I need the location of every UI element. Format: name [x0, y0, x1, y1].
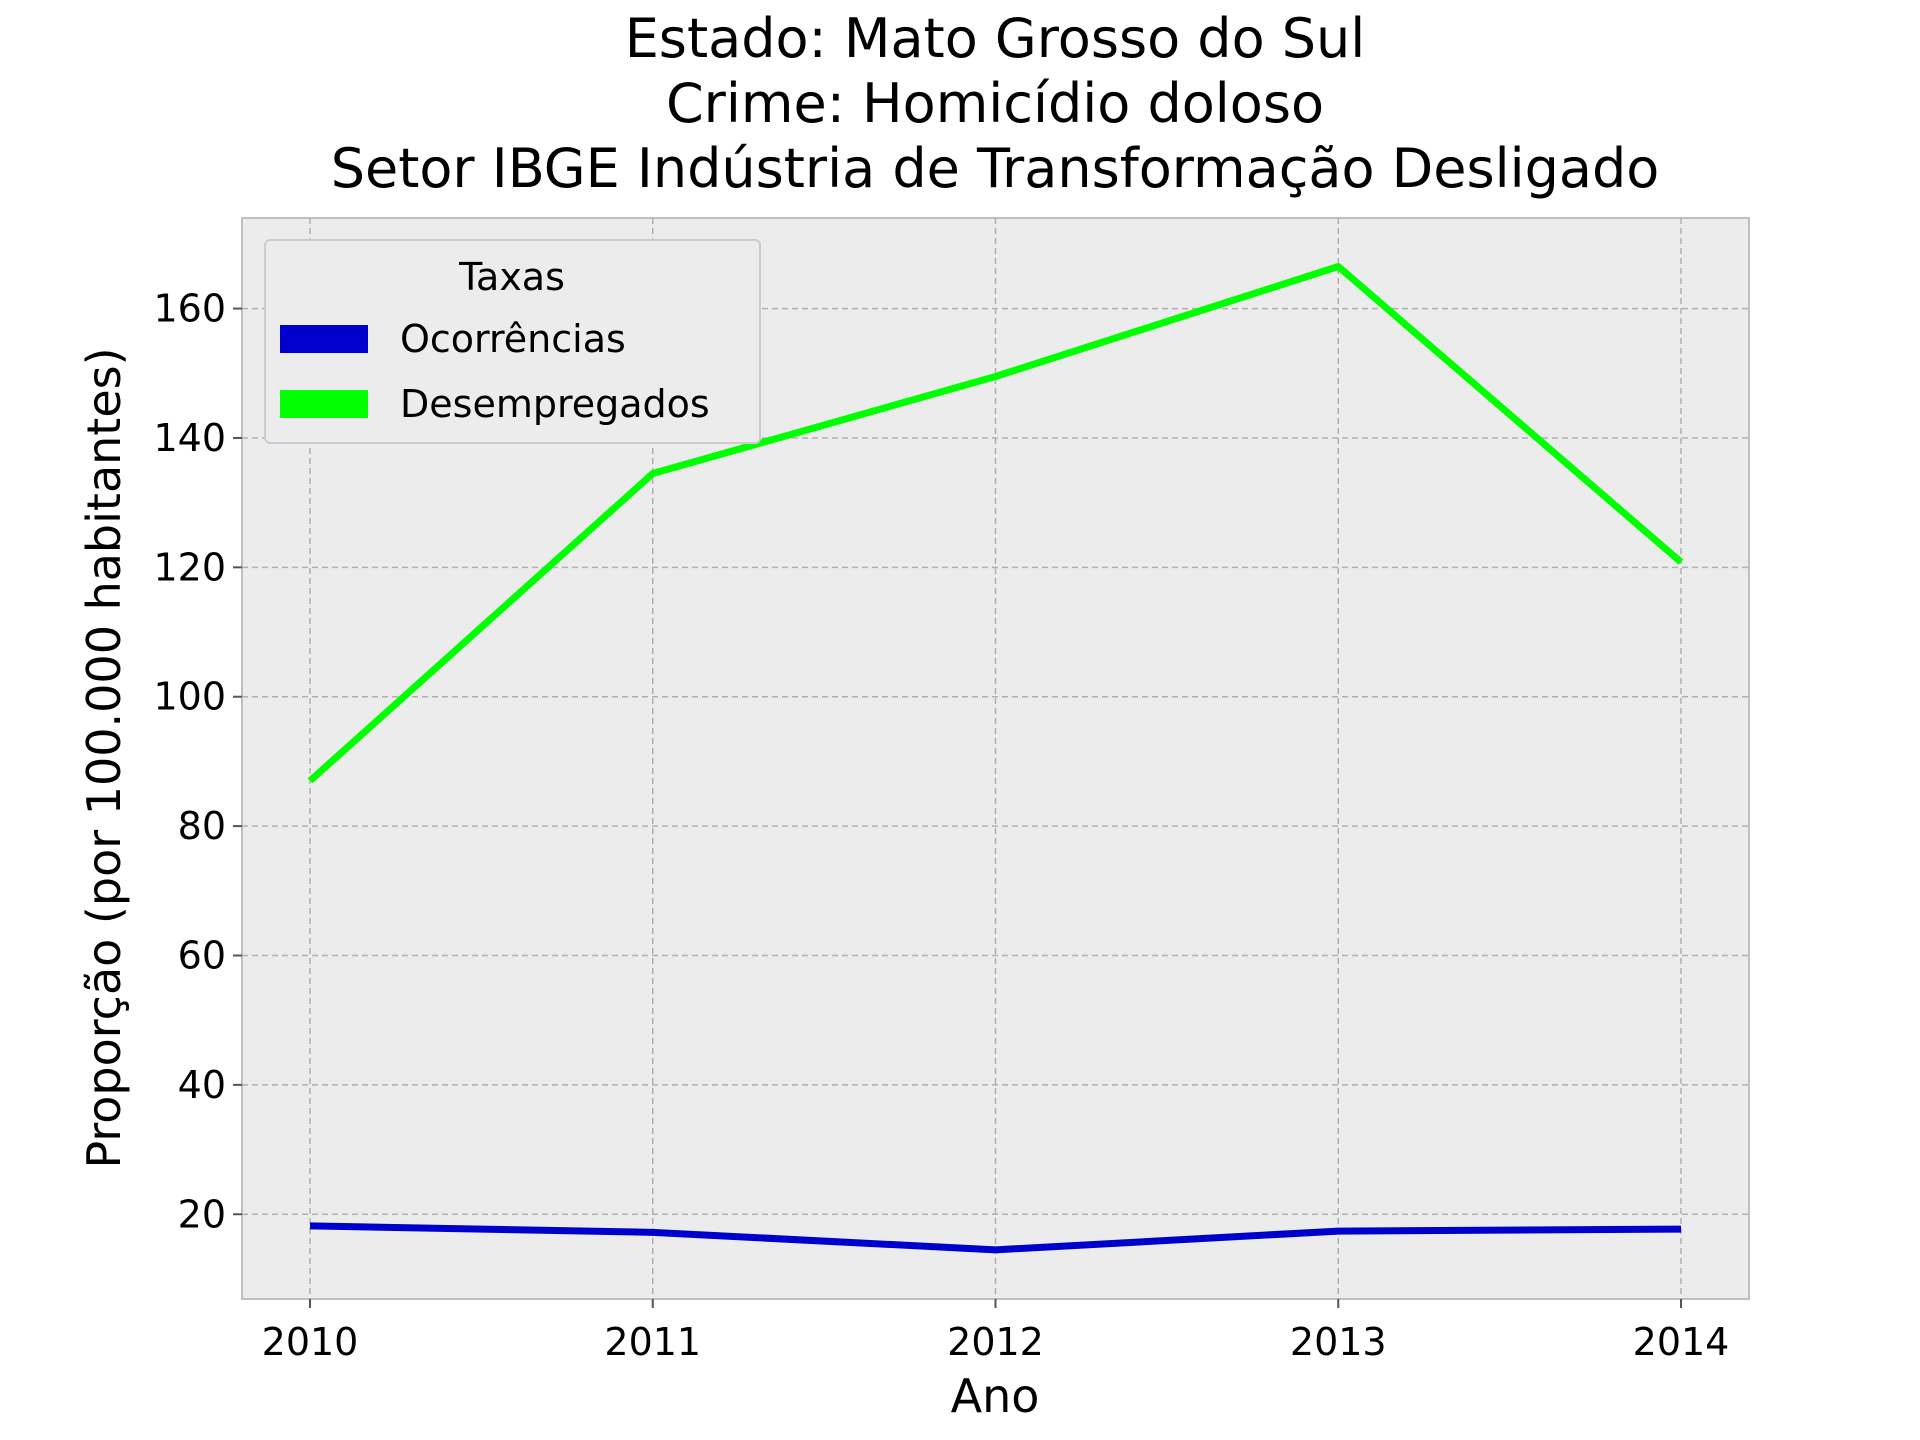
- x-tick-label: 2011: [604, 1320, 701, 1364]
- y-tick-label: 120: [153, 545, 226, 589]
- legend-swatch-ocorrencias: [280, 325, 368, 353]
- y-tick-label: 100: [153, 675, 226, 719]
- x-tick-label: 2014: [1633, 1320, 1730, 1364]
- legend-label-desempregados: Desempregados: [400, 382, 710, 426]
- y-axis-ticks: 20 40 60 80 100 120 140 160: [153, 287, 242, 1236]
- chart-title: Estado: Mato Grosso do Sul Crime: Homicí…: [331, 7, 1660, 200]
- legend-title: Taxas: [458, 255, 565, 299]
- x-tick-label: 2013: [1290, 1320, 1387, 1364]
- y-axis-label: Proporção (por 100.000 habitantes): [77, 347, 131, 1168]
- legend-swatch-desempregados: [280, 390, 368, 418]
- x-tick-label: 2010: [262, 1320, 359, 1364]
- title-line-2: Crime: Homicídio doloso: [666, 72, 1324, 135]
- y-tick-label: 60: [178, 933, 226, 977]
- y-tick-label: 40: [178, 1063, 226, 1107]
- x-tick-label: 2012: [947, 1320, 1044, 1364]
- legend: Taxas Ocorrências Desempregados: [264, 239, 761, 444]
- y-tick-label: 140: [153, 416, 226, 460]
- title-line-3: Setor IBGE Indústria de Transformação De…: [331, 137, 1660, 200]
- series-lines: [307, 263, 1684, 1254]
- legend-label-ocorrencias: Ocorrências: [400, 317, 626, 361]
- title-line-1: Estado: Mato Grosso do Sul: [625, 7, 1366, 70]
- x-axis-label: Ano: [951, 1369, 1040, 1423]
- y-tick-label: 80: [178, 804, 226, 848]
- y-tick-label: 160: [153, 287, 226, 331]
- y-tick-label: 20: [178, 1192, 226, 1236]
- x-axis-ticks: 2010 2011 2012 2013 2014: [262, 1299, 1730, 1364]
- legend-box: [264, 239, 761, 444]
